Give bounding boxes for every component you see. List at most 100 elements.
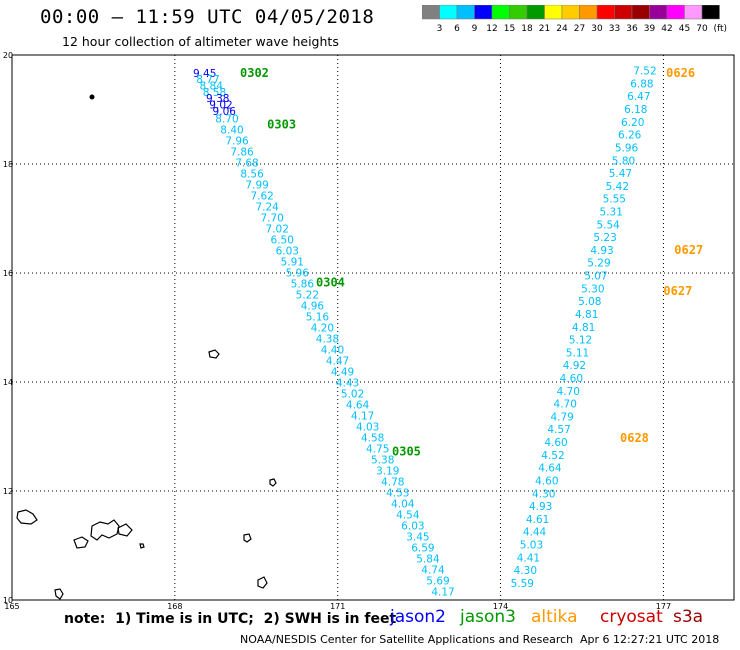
- swh-value-label: 7.62: [250, 191, 273, 203]
- swh-value-label: 4.30: [532, 488, 555, 500]
- swh-value-label: 4.60: [544, 437, 567, 449]
- swh-value-label: 6.03: [401, 521, 424, 533]
- swh-value-label: 7.96: [225, 136, 249, 148]
- legend-jason2: jason2: [390, 607, 446, 627]
- swh-value-label: 8.58: [203, 87, 226, 99]
- island-outline: [269, 478, 277, 487]
- swh-value-label: 5.96: [615, 142, 639, 154]
- swh-value-label: 4.52: [541, 450, 564, 462]
- swh-value-label: 4.96: [301, 301, 325, 313]
- swh-value-label: 5.54: [596, 219, 620, 231]
- swh-value-label: 5.08: [578, 296, 601, 308]
- swh-value-label: 6.18: [624, 104, 647, 116]
- swh-value-label: 4.93: [529, 501, 552, 513]
- island-outline: [16, 509, 38, 525]
- colorbar-label: 42: [661, 24, 672, 34]
- pass-time-label: 0303: [267, 118, 296, 132]
- swh-value-label: 5.03: [520, 539, 543, 551]
- island-outline: [139, 543, 145, 549]
- swh-value-label: 5.22: [296, 290, 319, 302]
- swh-value-label: 5.84: [416, 554, 440, 566]
- x-tick-label: 171: [330, 602, 345, 610]
- swh-value-label: 5.16: [306, 312, 330, 324]
- swh-value-label: 6.03: [276, 246, 299, 258]
- colorbar-label: 45: [679, 24, 690, 34]
- colorbar-unit: (ft): [714, 24, 728, 34]
- x-tick-label: 165: [4, 602, 19, 610]
- swh-value-label: 4.92: [563, 360, 586, 372]
- pass-time-label: 0628: [620, 431, 649, 445]
- swh-value-label: 5.11: [566, 347, 589, 359]
- swh-value-label: 8.70: [215, 114, 238, 126]
- island-outline: [73, 536, 89, 549]
- swh-value-label: 4.47: [326, 356, 349, 368]
- colorbar-label: 3: [437, 24, 443, 34]
- swh-value-label: 5.29: [587, 258, 610, 270]
- altimeter-map: 165 168 171 174 1772018161412109.458.778.848…: [3, 51, 735, 610]
- swh-value-label: 4.58: [361, 433, 384, 445]
- swh-value-label: 5.23: [593, 232, 616, 244]
- swh-value-label: 4.60: [560, 373, 583, 385]
- island-outline: [243, 533, 252, 543]
- swh-value-label: 4.79: [550, 411, 573, 423]
- swh-value-label: 9.38: [206, 93, 229, 105]
- swh-value-label: 4.74: [421, 565, 445, 577]
- y-tick-label: 12: [3, 487, 13, 496]
- swh-value-label: 6.20: [621, 117, 644, 129]
- swh-value-label: 5.30: [581, 283, 604, 295]
- swh-value-label: 9.45: [193, 68, 216, 80]
- swh-value-label: 6.47: [627, 91, 650, 103]
- y-tick-label: 20: [3, 51, 13, 60]
- swh-value-label: 7.86: [230, 147, 254, 159]
- swh-value-label: 7.68: [235, 158, 258, 170]
- island-outline: [90, 519, 120, 541]
- colorbar-label: 30: [591, 24, 603, 34]
- swh-value-label: 4.38: [316, 334, 339, 346]
- swh-value-label: 4.75: [366, 444, 389, 456]
- colorbar-label: 9: [472, 24, 478, 34]
- swh-value-label: 5.38: [371, 455, 394, 467]
- swh-value-label: 5.80: [612, 155, 635, 167]
- swh-value-label: 4.53: [386, 488, 409, 500]
- colorbar-label: 18: [521, 24, 533, 34]
- legend-altika: altika: [531, 607, 578, 627]
- swh-value-label: 8.40: [220, 125, 243, 137]
- colorbar-label: 15: [504, 24, 515, 34]
- wave-height-colorbar: 3 6 9 12 15 18 21 24 27 30 33 36 39 42 45 70 (ft): [422, 5, 728, 34]
- swh-value-label: 4.60: [535, 475, 558, 487]
- legend-cryosat: cryosat: [600, 607, 663, 627]
- swh-value-label: 7.02: [266, 224, 289, 236]
- swh-value-label: 4.41: [517, 552, 540, 564]
- swh-value-label: 4.40: [321, 345, 344, 357]
- swh-value-label: 5.91: [281, 257, 304, 269]
- y-tick-label: 16: [3, 269, 13, 278]
- swh-value-label: 4.93: [590, 245, 613, 257]
- island-dot: [89, 94, 95, 100]
- swh-value-label: 5.55: [603, 194, 626, 206]
- pass-time-label: 0627: [674, 243, 703, 257]
- swh-value-label: 5.96: [286, 268, 310, 280]
- swh-value-label: 4.17: [351, 411, 374, 423]
- swh-value-label: 6.88: [630, 78, 653, 90]
- colorbar-label: 39: [644, 24, 656, 34]
- island-outline: [208, 349, 220, 359]
- swh-value-label: 4.20: [311, 323, 334, 335]
- swh-value-label: 7.24: [255, 202, 279, 214]
- swh-value-label: 4.81: [572, 322, 595, 334]
- pass-time-label: 0304: [316, 276, 345, 290]
- swh-value-label: 6.26: [618, 130, 642, 142]
- generated-timestamp: Apr 6 12:27:21 UTC 2018: [580, 633, 720, 646]
- swh-value-label: 8.84: [200, 81, 224, 93]
- swh-value-label: 4.70: [554, 399, 577, 411]
- swh-value-label: 4.54: [396, 510, 420, 522]
- swh-value-label: 4.57: [547, 424, 570, 436]
- swh-value-label: 4.49: [331, 367, 354, 379]
- chart-title: 00:00 – 11:59 UTC 04/05/2018: [40, 6, 375, 28]
- colorbar-label: 33: [609, 24, 620, 34]
- y-tick-label: 18: [3, 160, 13, 169]
- swh-value-label: 7.52: [633, 66, 656, 78]
- legend-s3a: s3a: [673, 607, 704, 627]
- swh-value-label: 3.19: [376, 466, 399, 478]
- swh-value-label: 5.69: [426, 576, 449, 588]
- swh-value-label: 5.59: [511, 578, 534, 590]
